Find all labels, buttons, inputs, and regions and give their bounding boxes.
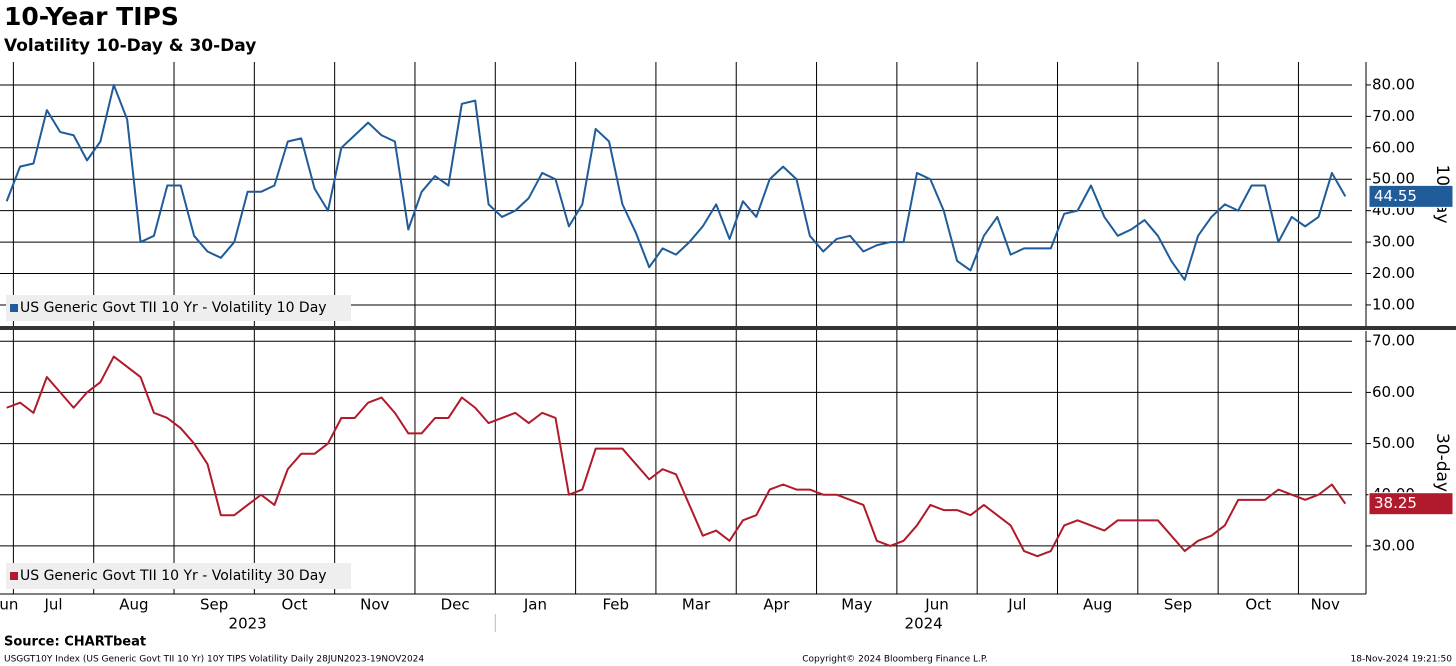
legend-label: US Generic Govt TII 10 Yr - Volatility 3… — [20, 568, 327, 584]
footer-left: USGGT10Y Index (US Generic Govt TII 10 Y… — [4, 655, 424, 665]
legend-swatch — [10, 304, 18, 312]
y-tick-label: 70.00 — [1372, 107, 1415, 125]
x-tick-label: Jul — [43, 596, 62, 614]
last-value-label: 38.25 — [1374, 494, 1417, 512]
x-tick-label: Oct — [1245, 596, 1271, 614]
x-tick-label: Sep — [1164, 596, 1192, 614]
x-tick-label: Apr — [763, 596, 790, 614]
footer-center: Copyright© 2024 Bloomberg Finance L.P. — [802, 655, 987, 665]
y-tick-label: 80.00 — [1372, 75, 1415, 93]
x-tick-label: Jun — [924, 596, 948, 614]
last-value-label: 44.55 — [1374, 187, 1417, 205]
x-tick-label: Nov — [360, 596, 389, 614]
x-tick-label: Jan — [523, 596, 547, 614]
x-tick-label: May — [841, 596, 872, 614]
x-tick-label: Dec — [441, 596, 470, 614]
x-tick-label: Aug — [119, 596, 148, 614]
y-tick-label: 60.00 — [1372, 138, 1415, 156]
last-value-tag — [1368, 184, 1454, 208]
year-label: 2024 — [905, 615, 943, 633]
chart-title: 10-Year TIPS — [4, 2, 179, 31]
x-tick-label: Feb — [602, 596, 629, 614]
y-axis-label: 30-day — [1432, 433, 1452, 492]
y-tick-label: 30.00 — [1372, 536, 1415, 554]
legend-label: US Generic Govt TII 10 Yr - Volatility 1… — [20, 300, 327, 316]
legend-background — [6, 295, 351, 321]
footer-right: 18-Nov-2024 19:21:50 — [1351, 655, 1453, 665]
x-tick-label: Mar — [682, 596, 711, 614]
y-tick-label: 30.00 — [1372, 233, 1415, 251]
legend-swatch — [10, 572, 18, 580]
line-series — [5, 83, 1347, 281]
x-tick-label: Nov — [1311, 596, 1340, 614]
y-tick-label: 60.00 — [1372, 383, 1415, 401]
y-tick-label: 10.00 — [1372, 295, 1415, 313]
y-tick-label: 50.00 — [1372, 434, 1415, 452]
source: Source: CHARTbeat — [4, 635, 146, 650]
legend-background — [6, 563, 351, 589]
x-tick-label: Oct — [282, 596, 308, 614]
x-tick-label: Jun — [0, 596, 18, 614]
panel-separator — [0, 326, 1456, 330]
x-tick-label: Sep — [200, 596, 228, 614]
y-tick-label: 70.00 — [1372, 332, 1415, 350]
line-series — [6, 355, 1347, 558]
x-tick-label: Jul — [1007, 596, 1026, 614]
chart-subtitle: Volatility 10-Day & 30-Day — [4, 36, 256, 56]
last-value-tag — [1368, 492, 1454, 516]
y-tick-label: 20.00 — [1372, 264, 1415, 282]
x-tick-label: Aug — [1083, 596, 1112, 614]
y-tick-label: 50.00 — [1372, 170, 1415, 188]
year-label: 2023 — [229, 615, 267, 633]
